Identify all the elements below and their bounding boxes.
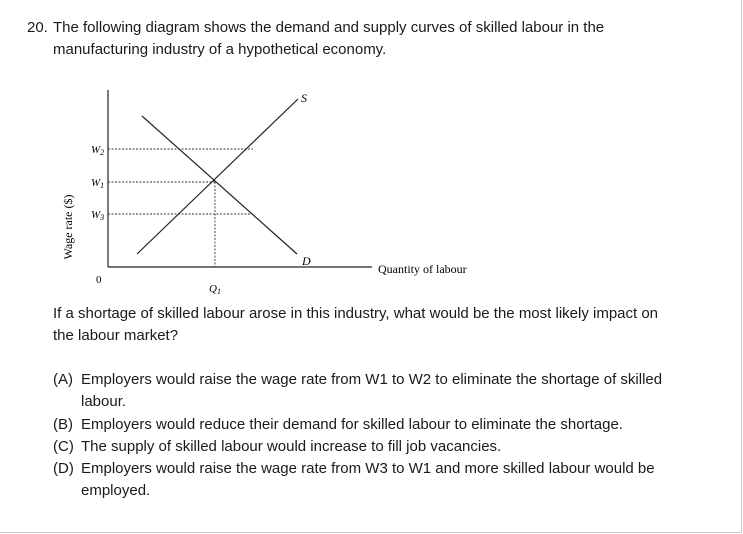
option-d-text-line-1: Employers would raise the wage rate from…: [81, 460, 655, 477]
option-c-text: The supply of skilled labour would incre…: [81, 438, 502, 455]
question-prompt-line-1: If a shortage of skilled labour arose in…: [53, 305, 659, 322]
option-a-text-line-2: labour.: [81, 393, 127, 410]
option-d-text-line-2: employed.: [81, 482, 151, 499]
option-b-letter: (B): [53, 416, 73, 433]
q1-label: Q1: [209, 283, 221, 296]
demand-label: D: [301, 254, 311, 268]
demand-curve: [141, 115, 298, 255]
y-axis-label: Wage rate ($): [61, 195, 75, 260]
w1-label: W1: [91, 177, 104, 190]
question-stem-line-2: manufacturing industry of a hypothetical…: [53, 41, 387, 58]
w3-label: W3: [91, 209, 104, 222]
origin-label: 0: [96, 274, 102, 286]
question-stem-line-1: The following diagram shows the demand a…: [53, 19, 605, 36]
option-d-letter: (D): [53, 460, 74, 477]
labour-market-diagram: Wage rate ($) S D W2 W1 W3 0 Q1 Quantity…: [61, 90, 467, 296]
option-c-letter: (C): [53, 438, 74, 455]
supply-label: S: [301, 91, 307, 105]
w2-label: W2: [91, 144, 104, 157]
option-a-text-line-1: Employers would raise the wage rate from…: [81, 371, 663, 388]
option-b-text: Employers would reduce their demand for …: [81, 416, 623, 433]
x-axis-label: Quantity of labour: [378, 262, 467, 276]
question-prompt-line-2: the labour market?: [53, 327, 179, 344]
supply-curve: [136, 98, 299, 255]
option-a-letter: (A): [53, 371, 73, 388]
question-number: 20.: [27, 19, 48, 36]
